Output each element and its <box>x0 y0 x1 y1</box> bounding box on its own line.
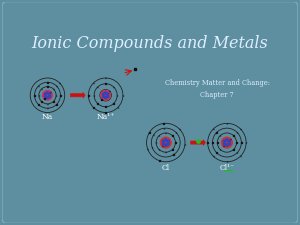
Bar <box>60 95 61 96</box>
Circle shape <box>160 137 171 148</box>
Text: Chapter 7: Chapter 7 <box>200 91 234 99</box>
Bar <box>207 142 208 143</box>
Circle shape <box>228 143 230 145</box>
Bar <box>233 149 234 150</box>
Text: Cl: Cl <box>162 164 170 172</box>
Bar <box>88 95 89 96</box>
Circle shape <box>103 95 105 97</box>
Bar <box>172 149 173 150</box>
Circle shape <box>224 143 226 145</box>
Bar <box>105 83 106 84</box>
Bar <box>233 135 234 136</box>
Circle shape <box>105 97 107 99</box>
Circle shape <box>49 95 51 97</box>
Text: Chemistry Matter and Change:: Chemistry Matter and Change: <box>164 79 269 88</box>
Circle shape <box>162 143 165 145</box>
Bar <box>159 160 160 161</box>
Bar <box>230 139 231 140</box>
Text: Cl¹⁻: Cl¹⁻ <box>219 164 235 172</box>
Circle shape <box>162 140 165 142</box>
Bar <box>47 86 48 87</box>
Circle shape <box>44 93 46 95</box>
Bar <box>41 89 42 90</box>
Circle shape <box>49 93 51 95</box>
Bar <box>163 123 164 124</box>
Bar <box>105 106 106 107</box>
Circle shape <box>46 92 49 94</box>
Circle shape <box>105 92 107 94</box>
Bar <box>105 112 106 113</box>
Bar <box>113 103 114 104</box>
Circle shape <box>224 140 226 142</box>
Bar <box>175 142 176 143</box>
Circle shape <box>226 139 228 141</box>
Circle shape <box>165 139 167 141</box>
Bar <box>149 132 150 133</box>
Bar <box>97 103 98 104</box>
Circle shape <box>228 140 230 142</box>
Circle shape <box>221 137 232 148</box>
Bar <box>236 142 237 143</box>
Bar <box>53 89 54 90</box>
Bar <box>172 135 173 136</box>
Bar <box>93 107 94 108</box>
Bar <box>41 101 42 102</box>
Circle shape <box>107 95 109 97</box>
Bar <box>101 99 102 100</box>
Text: Ionic Compounds and Metals: Ionic Compounds and Metals <box>32 36 268 52</box>
Bar <box>184 144 185 145</box>
Circle shape <box>43 90 52 100</box>
Bar <box>156 142 157 143</box>
Circle shape <box>44 95 46 97</box>
Bar <box>53 101 54 102</box>
Circle shape <box>101 90 110 100</box>
Circle shape <box>165 144 167 146</box>
Bar <box>47 82 48 83</box>
Circle shape <box>167 143 169 145</box>
Bar <box>226 152 227 153</box>
Bar <box>217 142 218 143</box>
Bar <box>44 98 45 99</box>
Circle shape <box>226 144 228 146</box>
Bar <box>56 104 57 105</box>
Bar <box>212 142 213 143</box>
Circle shape <box>103 93 105 95</box>
Text: Na¹⁺: Na¹⁺ <box>97 113 115 122</box>
Bar <box>34 95 35 96</box>
Circle shape <box>46 97 49 99</box>
Bar <box>241 142 242 143</box>
Circle shape <box>107 93 109 95</box>
Circle shape <box>167 140 169 142</box>
Bar <box>216 132 217 133</box>
Bar <box>226 123 227 124</box>
Bar <box>38 104 39 105</box>
Text: Na: Na <box>42 113 53 122</box>
